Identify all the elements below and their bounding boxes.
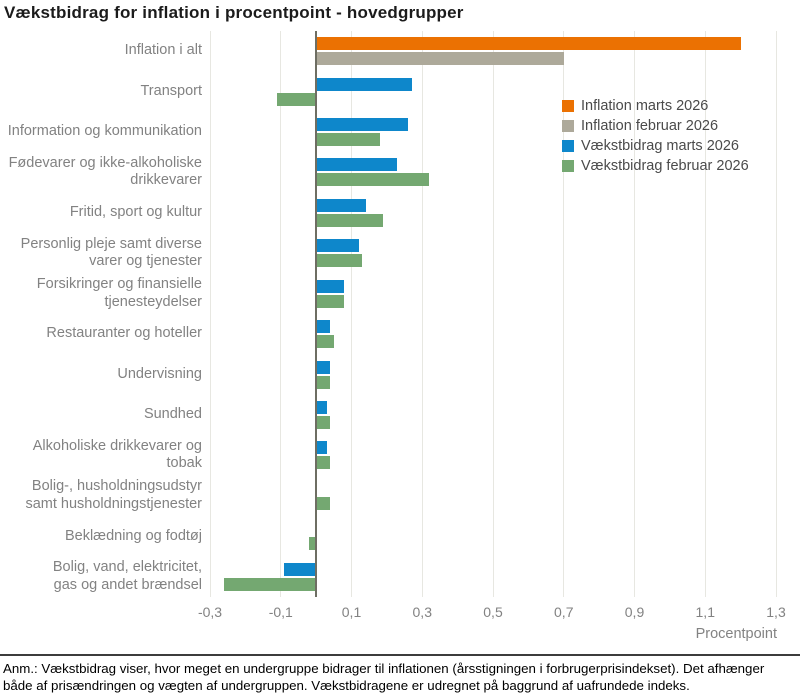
bar bbox=[316, 198, 366, 212]
bar bbox=[309, 537, 317, 551]
chart-row: Beklædning og fodtøj bbox=[0, 516, 800, 556]
bar bbox=[316, 401, 327, 415]
chart-row: Fødevarer og ikke-alkoholiske drikkevare… bbox=[0, 152, 800, 192]
category-label: Bolig-, husholdningsudstyr samt husholdn… bbox=[25, 478, 202, 512]
bar bbox=[316, 239, 359, 253]
chart-row: Undervisning bbox=[0, 354, 800, 394]
chart-row: Transport bbox=[0, 71, 800, 111]
x-axis-title: Procentpoint bbox=[695, 626, 777, 642]
bar bbox=[316, 416, 331, 430]
footnote: Anm.: Vækstbidrag viser, hvor meget en u… bbox=[3, 661, 765, 693]
bar bbox=[316, 496, 331, 510]
bar bbox=[224, 577, 317, 591]
x-tick-label: 0,5 bbox=[483, 604, 503, 620]
category-label: Restauranter og hoteller bbox=[46, 325, 202, 342]
chart-row: Bolig-, husholdningsudstyr samt husholdn… bbox=[0, 476, 800, 516]
category-label: Undervisning bbox=[117, 365, 202, 382]
x-tick-label: 0,3 bbox=[412, 604, 432, 620]
category-label: Transport bbox=[140, 82, 202, 99]
category-label: Information og kommunikation bbox=[7, 123, 202, 140]
gridline bbox=[351, 31, 352, 597]
bar bbox=[316, 441, 327, 455]
bar bbox=[284, 562, 317, 576]
category-label: Bolig, vand, elektricitet, gas og andet … bbox=[52, 559, 202, 593]
bar bbox=[316, 279, 345, 293]
x-tick-label: 0,7 bbox=[554, 604, 574, 620]
bar bbox=[316, 360, 331, 374]
bar bbox=[316, 173, 430, 187]
category-label: Beklædning og fodtøj bbox=[64, 527, 202, 544]
x-tick-label: 0,9 bbox=[624, 604, 645, 620]
legend-label: Vækstbidrag marts 2026 bbox=[581, 138, 739, 154]
gridline bbox=[492, 31, 494, 597]
legend-label: Inflation februar 2026 bbox=[581, 118, 719, 134]
bar bbox=[316, 118, 409, 132]
bar bbox=[316, 133, 380, 147]
bar bbox=[316, 294, 345, 308]
chart-row: Bolig, vand, elektricitet, gas og andet … bbox=[0, 557, 800, 597]
legend-swatch bbox=[562, 100, 574, 112]
legend-item: Vækstbidrag marts 2026 bbox=[562, 136, 749, 156]
bar bbox=[316, 158, 398, 172]
x-tick-label: -0,3 bbox=[197, 604, 223, 620]
category-label: Alkoholiske drikkevarer og tobak bbox=[32, 437, 202, 472]
legend-label: Vækstbidrag februar 2026 bbox=[581, 158, 749, 174]
zero-axis-line bbox=[315, 31, 318, 597]
chart-row: Forsikringer og finansielle tjenesteydel… bbox=[0, 274, 800, 314]
chart-row: Restauranter og hoteller bbox=[0, 314, 800, 354]
category-label: Sundhed bbox=[143, 406, 202, 423]
bar bbox=[316, 77, 412, 91]
bar bbox=[316, 52, 564, 66]
gridline bbox=[421, 31, 423, 597]
chart-row: Personlig pleje samt diverse varer og tj… bbox=[0, 233, 800, 273]
legend-item: Vækstbidrag februar 2026 bbox=[562, 156, 749, 176]
bar bbox=[316, 320, 331, 334]
category-label: Forsikringer og finansielle tjenesteydel… bbox=[36, 276, 202, 310]
bar bbox=[316, 335, 334, 349]
legend-swatch bbox=[562, 120, 574, 132]
x-tick-label: 0,1 bbox=[341, 604, 362, 620]
x-tick-label: 1,1 bbox=[695, 604, 715, 620]
category-label: Personlig pleje samt diverse varer og tj… bbox=[20, 235, 202, 270]
gridline bbox=[775, 31, 777, 597]
x-tick-label: -0,1 bbox=[268, 604, 293, 620]
gridline bbox=[280, 31, 282, 597]
bar bbox=[277, 92, 317, 106]
chart-row: Fritid, sport og kultur bbox=[0, 193, 800, 233]
chart-row: Alkoholiske drikkevarer og tobak bbox=[0, 435, 800, 475]
chart-row: Information og kommunikation bbox=[0, 112, 800, 152]
bar bbox=[316, 213, 384, 227]
divider-line bbox=[0, 654, 800, 656]
gridline bbox=[634, 31, 635, 597]
bar bbox=[316, 456, 331, 470]
legend-swatch bbox=[562, 140, 574, 152]
chart-title: Vækstbidrag for inflation i procentpoint… bbox=[4, 3, 464, 22]
category-label: Inflation i alt bbox=[124, 42, 202, 59]
legend-label: Inflation marts 2026 bbox=[581, 98, 709, 114]
chart-plot-area: Inflation i alt Transport Information og k… bbox=[0, 31, 800, 597]
category-label: Fødevarer og ikke-alkoholiske drikkevare… bbox=[8, 154, 202, 189]
gridline bbox=[209, 31, 211, 597]
legend-item: Inflation februar 2026 bbox=[562, 116, 749, 136]
legend-item: Inflation marts 2026 bbox=[562, 96, 749, 116]
category-label: Fritid, sport og kultur bbox=[69, 204, 202, 221]
chart-row: Inflation i alt bbox=[0, 31, 800, 71]
x-tick-label: 1,3 bbox=[766, 604, 786, 620]
chart-row: Sundhed bbox=[0, 395, 800, 435]
legend: Inflation marts 2026 Inflation februar 20… bbox=[562, 96, 749, 176]
bar bbox=[316, 37, 741, 51]
legend-swatch bbox=[562, 160, 574, 172]
gridline bbox=[704, 31, 706, 597]
bar bbox=[316, 254, 363, 268]
bar bbox=[316, 375, 331, 389]
gridline bbox=[563, 31, 565, 597]
